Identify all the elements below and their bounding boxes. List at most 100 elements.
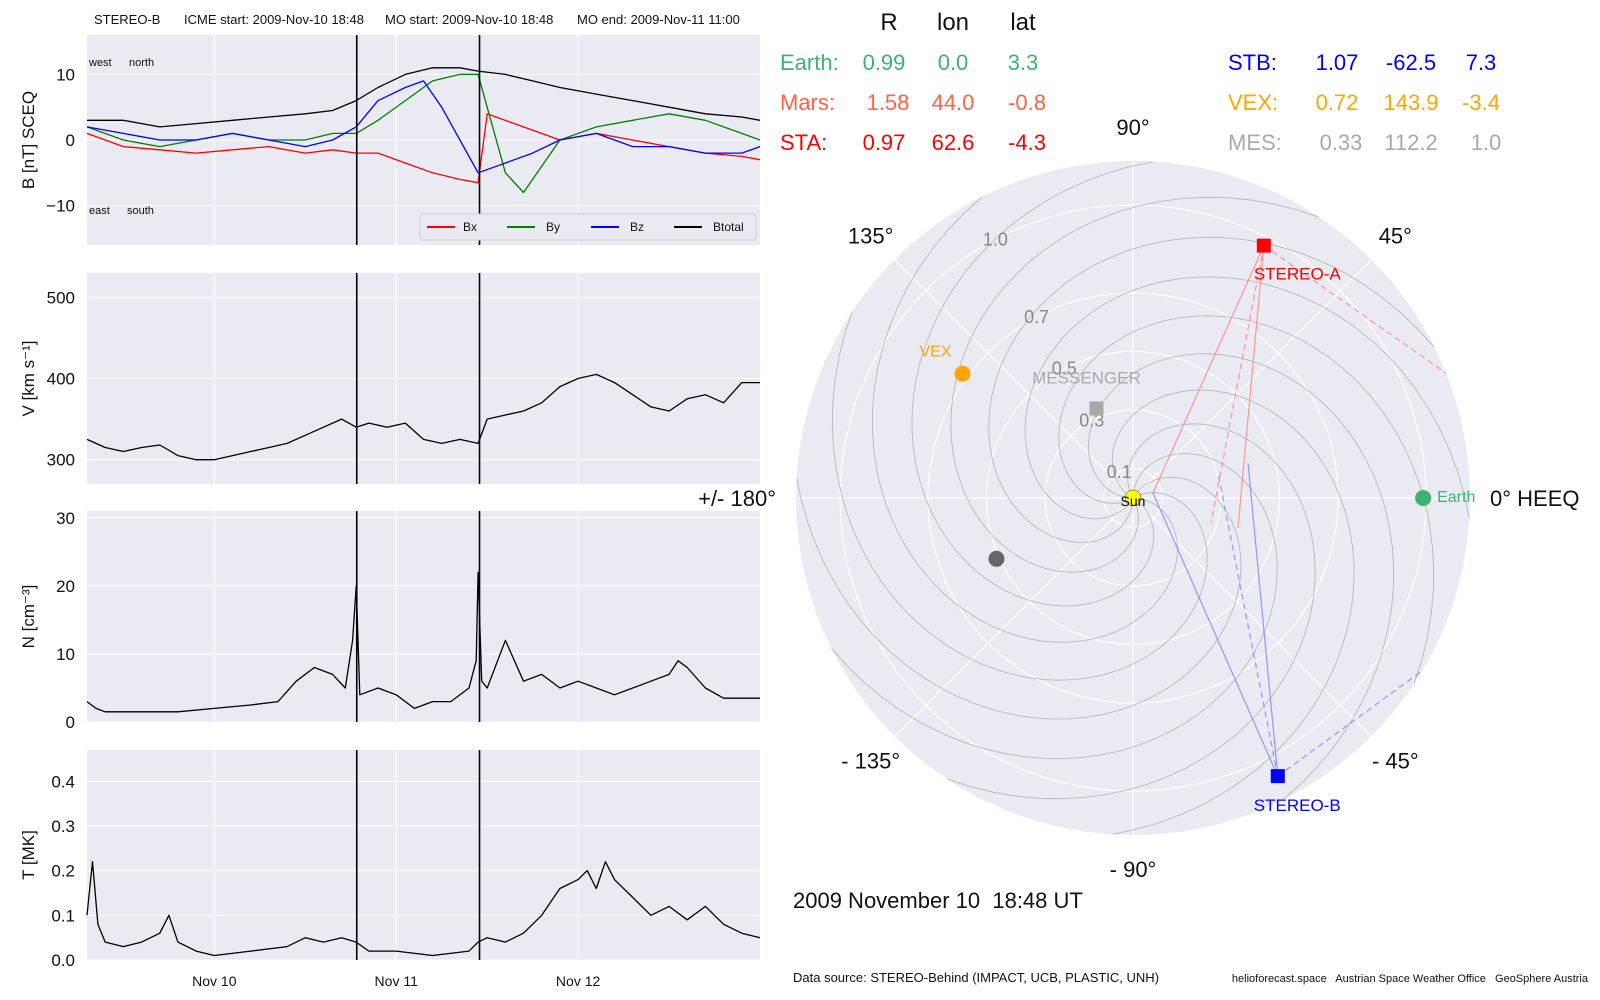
y-tick-label: 0 (66, 131, 75, 150)
parker-spiral-line (911, 161, 1155, 607)
label-messenger: MESSENGER (1032, 368, 1141, 387)
y-tick-label: 0.0 (51, 951, 75, 970)
row-vex-lat: -3.4 (1462, 90, 1500, 115)
y-tick-label: 400 (47, 370, 75, 389)
sta-connection-line (1152, 245, 1265, 494)
y-tick-label: 0.1 (51, 906, 75, 925)
y-axis-label: T [MK] (19, 830, 38, 880)
parker-spiral-line (988, 236, 1435, 543)
angular-gridline (894, 497, 1134, 737)
y-tick-label: 10 (56, 65, 75, 84)
parker-spiral-line (831, 311, 1208, 681)
row-vex-lon: 143.9 (1383, 90, 1438, 115)
label-earth: Earth (1437, 489, 1475, 506)
annotation-east: east (89, 205, 110, 217)
angle-label: 90° (1116, 115, 1149, 140)
row-stb-label: STB: (1228, 50, 1277, 75)
row-vex-r: 0.72 (1316, 90, 1359, 115)
b-legend: Bx By Bz Btotal (419, 213, 757, 241)
row-mes-r: 0.33 (1320, 130, 1363, 155)
series-line-btotal (87, 67, 761, 128)
row-mes-lon: 112.2 (1384, 130, 1437, 155)
row-sta-r: 0.97 (863, 130, 906, 155)
annotation-south: south (127, 205, 154, 217)
legend-label-bx: Bx (463, 220, 477, 234)
row-mes-lat: 1.0 (1471, 130, 1502, 155)
radial-tick-label: 0.7 (1024, 307, 1049, 327)
header-icme-start: ICME start: 2009-Nov-10 18:48 (184, 12, 364, 27)
y-tick-label: 0.3 (51, 817, 75, 836)
angle-label: +/- 180° (698, 486, 776, 511)
timeseries-panels: 10 0 −10 B [nT] SCEQ 500 400 300 V [km s⁻¹] 30 20… (19, 35, 761, 989)
row-mars-r: 1.58 (867, 90, 910, 115)
radial-tick-label: 1.0 (983, 229, 1008, 249)
y-axis-label: N [cm⁻³] (19, 585, 38, 649)
parker-spiral-line (796, 476, 1242, 720)
x-tick-label: Nov 11 (375, 973, 419, 989)
marker-vex (954, 365, 971, 382)
row-earth-lon: 0.0 (938, 50, 969, 75)
parker-spiral-line (950, 196, 1320, 573)
marker-messenger (1089, 401, 1104, 416)
radial-tick-label: 0.5 (1052, 359, 1077, 379)
footer-credits: helioforecast.space Austrian Space Weath… (1232, 973, 1589, 985)
parker-spiral-line (1111, 389, 1355, 835)
annotation-north: north (129, 57, 154, 69)
series-line-bz (86, 80, 761, 174)
position-table: R lon lat Earth: 0.99 0.0 3.3 Mars: 1.58… (780, 9, 1501, 155)
parker-spiral-line (1058, 315, 1435, 685)
panel-magnetic-field: 10 0 −10 B [nT] SCEQ (19, 35, 761, 245)
row-mars-label: Mars: (780, 90, 835, 115)
series-line-v (86, 373, 760, 461)
header-mo-end: MO end: 2009-Nov-11 11:00 (577, 12, 740, 27)
y-tick-label: 0 (66, 713, 75, 732)
angle-label: 45° (1379, 224, 1412, 249)
y-tick-label: 0.4 (51, 772, 75, 791)
marker-sun (1124, 489, 1142, 507)
label-vex: VEX (920, 344, 952, 361)
footer-data-source: Data source: STEREO-Behind (IMPACT, UCB,… (793, 970, 1159, 985)
table-header-lon: lon (937, 9, 969, 36)
angle-label: 135° (848, 224, 894, 249)
y-tick-label: 10 (56, 645, 75, 664)
header-mo-start: MO start: 2009-Nov-10 18:48 (385, 12, 553, 27)
stb-connection-dashed (1217, 472, 1279, 777)
marker-stereo-b (1270, 769, 1285, 784)
angle-label: - 45° (1372, 748, 1419, 773)
series-line-bx (86, 113, 761, 184)
parker-spiral-line (1088, 353, 1395, 800)
sta-connection-dashed (1210, 245, 1265, 524)
marker-unlabeled-body (988, 550, 1005, 567)
label-stereo-a: STEREO-A (1254, 265, 1342, 284)
y-axis-label: V [km s⁻¹] (19, 340, 38, 416)
row-sta-lon: 62.6 (932, 130, 975, 155)
parker-spiral-line (946, 423, 1316, 800)
stb-connection-line (1152, 492, 1279, 777)
y-tick-label: 300 (47, 451, 75, 470)
row-vex-label: VEX: (1228, 90, 1278, 115)
table-header-lat: lat (1010, 9, 1036, 36)
y-tick-label: 20 (56, 577, 75, 596)
legend-label-btotal: Btotal (713, 220, 744, 234)
header-spacecraft: STEREO-B (94, 12, 160, 27)
y-tick-label: −10 (46, 197, 75, 216)
footer-timestamp: 2009 November 10 18:48 UT (793, 888, 1083, 913)
angle-label: - 135° (841, 748, 900, 773)
y-axis-label: B [nT] SCEQ (19, 91, 38, 189)
angular-gridline (894, 259, 1134, 499)
angle-label: 0° HEEQ (1490, 486, 1580, 511)
panel-background (87, 511, 760, 722)
row-mars-lat: -0.8 (1008, 90, 1046, 115)
y-tick-label: 500 (47, 288, 75, 307)
x-tick-label: Nov 10 (192, 973, 237, 989)
panel-temperature: 0.4 0.3 0.2 0.1 0.0 Nov 10 Nov 11 Nov 12 T [MK] (19, 750, 761, 989)
legend-label-by: By (546, 220, 560, 234)
row-stb-lat: 7.3 (1466, 50, 1497, 75)
marker-stereo-a (1256, 238, 1271, 253)
series-line-n (86, 571, 760, 713)
stb-connection-line (1247, 462, 1279, 777)
label-stereo-b: STEREO-B (1254, 796, 1341, 815)
x-tick-label: Nov 12 (556, 973, 601, 989)
row-stb-lon: -62.5 (1386, 50, 1436, 75)
